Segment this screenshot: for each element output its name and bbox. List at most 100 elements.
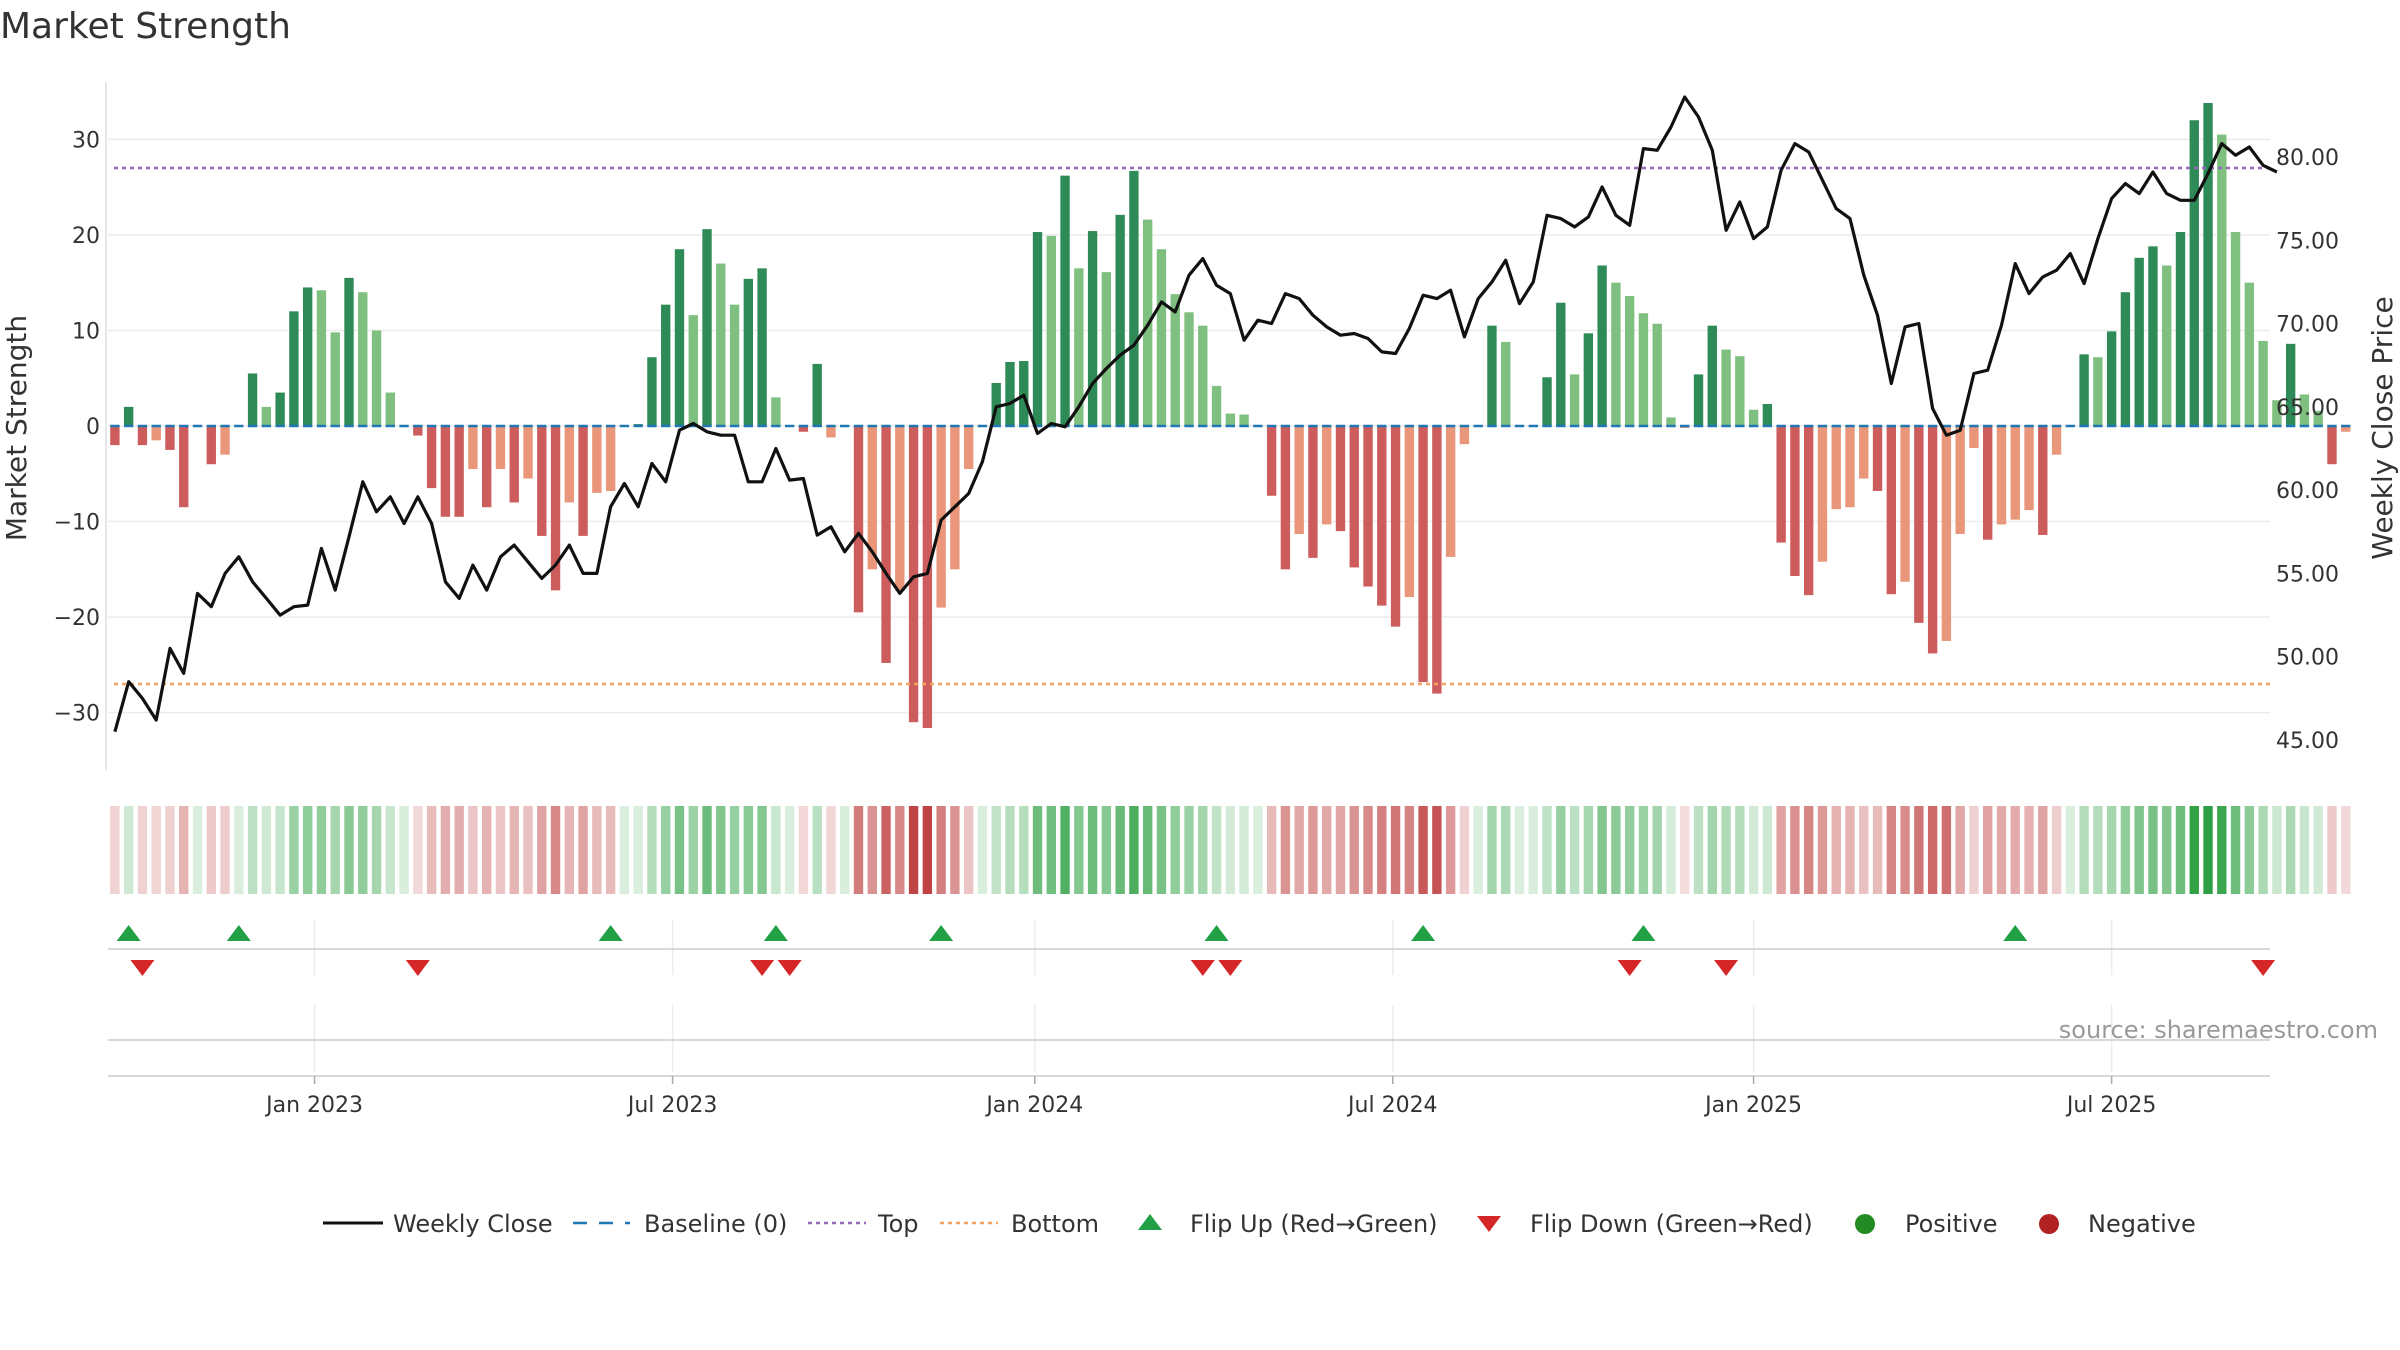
strength-bar xyxy=(2148,246,2158,426)
heat-cell xyxy=(702,806,712,894)
heat-cell xyxy=(261,806,272,894)
legend-item-negative[interactable]: Negative xyxy=(2039,1210,2196,1238)
strength-bar xyxy=(1074,268,1084,426)
strength-bar xyxy=(1349,426,1359,568)
legend-label: Top xyxy=(877,1210,919,1238)
strength-bar xyxy=(2010,426,2020,520)
strength-bar xyxy=(2285,343,2296,426)
legend: Weekly Close Baseline (0) Top Bottom Fli… xyxy=(323,1210,2196,1238)
heat-cell xyxy=(482,806,492,894)
y-right-tick-label: 50.00 xyxy=(2276,646,2339,671)
x-tick-label: Jan 2024 xyxy=(984,1093,1083,1118)
legend-item-weekly-close[interactable]: Weekly Close xyxy=(323,1210,553,1238)
strength-bar xyxy=(1693,374,1704,426)
heat-cell xyxy=(2134,806,2144,894)
heat-cell xyxy=(1569,806,1580,894)
strength-bar xyxy=(482,426,492,508)
strength-bar xyxy=(1101,272,1112,426)
legend-item-flip-down[interactable]: Flip Down (Green→Red) xyxy=(1477,1210,1813,1238)
heat-cell xyxy=(1019,806,1029,894)
strength-bar xyxy=(1859,426,1869,479)
heat-cell xyxy=(2010,806,2020,894)
heat-cell xyxy=(1721,806,1731,894)
strength-bar xyxy=(1432,426,1442,694)
flip-up-marker xyxy=(116,925,141,941)
heat-cell xyxy=(922,806,933,894)
legend-item-baseline[interactable]: Baseline (0) xyxy=(573,1210,787,1238)
legend-label: Bottom xyxy=(1011,1210,1099,1238)
strength-bar xyxy=(289,311,299,426)
strength-bar xyxy=(1983,426,1993,540)
legend-item-bottom[interactable]: Bottom xyxy=(940,1210,1099,1238)
strength-bar xyxy=(1583,333,1594,426)
strength-bar xyxy=(344,277,354,426)
heat-cell xyxy=(647,806,657,894)
flip-up-icon xyxy=(1138,1214,1162,1230)
heat-cell xyxy=(289,806,299,894)
heat-cell xyxy=(729,806,740,894)
heat-cell xyxy=(1817,806,1828,894)
flip-up-marker xyxy=(1631,925,1656,941)
strength-bar xyxy=(922,426,933,728)
strength-bar xyxy=(2038,426,2048,535)
heat-cell xyxy=(2065,806,2076,894)
heat-cell xyxy=(1170,806,1180,894)
heat-cell xyxy=(633,806,643,894)
legend-item-positive[interactable]: Positive xyxy=(1855,1210,1998,1238)
heat-cell xyxy=(247,806,258,894)
strength-bar xyxy=(316,290,327,426)
y-right-tick-label: 65.00 xyxy=(2276,396,2339,421)
legend-item-flip-up[interactable]: Flip Up (Red→Green) xyxy=(1138,1210,1438,1238)
strength-bar xyxy=(426,426,437,489)
heat-cell xyxy=(2024,806,2034,894)
heat-cell xyxy=(1941,806,1952,894)
heat-cell xyxy=(1693,806,1704,894)
legend-item-top[interactable]: Top xyxy=(808,1210,919,1238)
strength-bar xyxy=(661,304,671,426)
heat-cell xyxy=(840,806,850,894)
flip-down-marker xyxy=(1714,960,1739,976)
flip-markers xyxy=(116,925,2276,976)
strength-bar xyxy=(1790,426,1800,577)
heat-cell xyxy=(123,806,134,894)
heat-cell xyxy=(798,806,809,894)
strength-bar xyxy=(716,263,726,426)
heat-cell xyxy=(165,806,175,894)
strength-bar xyxy=(2299,394,2310,426)
y-right-tick-label: 45.00 xyxy=(2276,729,2339,754)
heat-cell xyxy=(564,806,575,894)
heat-cell xyxy=(1803,806,1814,894)
legend-label: Weekly Close xyxy=(393,1210,553,1238)
heat-cell xyxy=(234,806,244,894)
strength-bar xyxy=(1996,426,2007,525)
strength-bar xyxy=(702,229,712,426)
strength-heat-strip xyxy=(110,806,2351,894)
heat-cell xyxy=(1046,806,1056,894)
heat-cell xyxy=(1074,806,1084,894)
strength-bar xyxy=(1445,426,1456,557)
strength-bar xyxy=(2134,257,2144,426)
heat-cell xyxy=(881,806,891,894)
flip-up-marker xyxy=(1411,925,1436,941)
heat-cell xyxy=(1872,806,1883,894)
positive-dot-icon xyxy=(1855,1214,1875,1234)
heat-cell xyxy=(743,806,754,894)
heat-cell xyxy=(1239,806,1249,894)
strength-bar xyxy=(895,426,905,591)
strength-bar xyxy=(371,330,382,426)
strength-bar xyxy=(1941,426,1952,641)
heat-cell xyxy=(1680,806,1690,894)
strength-bar xyxy=(110,426,120,446)
strength-bar xyxy=(206,426,216,465)
heat-cell xyxy=(1211,806,1222,894)
heat-cell xyxy=(757,806,767,894)
strength-bar xyxy=(1170,294,1180,426)
strength-bar xyxy=(440,426,451,517)
heat-cell xyxy=(426,806,437,894)
strength-bar xyxy=(1404,426,1415,598)
heat-cell xyxy=(2162,806,2172,894)
heat-cell xyxy=(592,806,602,894)
strength-bar xyxy=(1845,426,1855,508)
strength-bar xyxy=(1487,325,1497,426)
heat-cell xyxy=(1404,806,1415,894)
